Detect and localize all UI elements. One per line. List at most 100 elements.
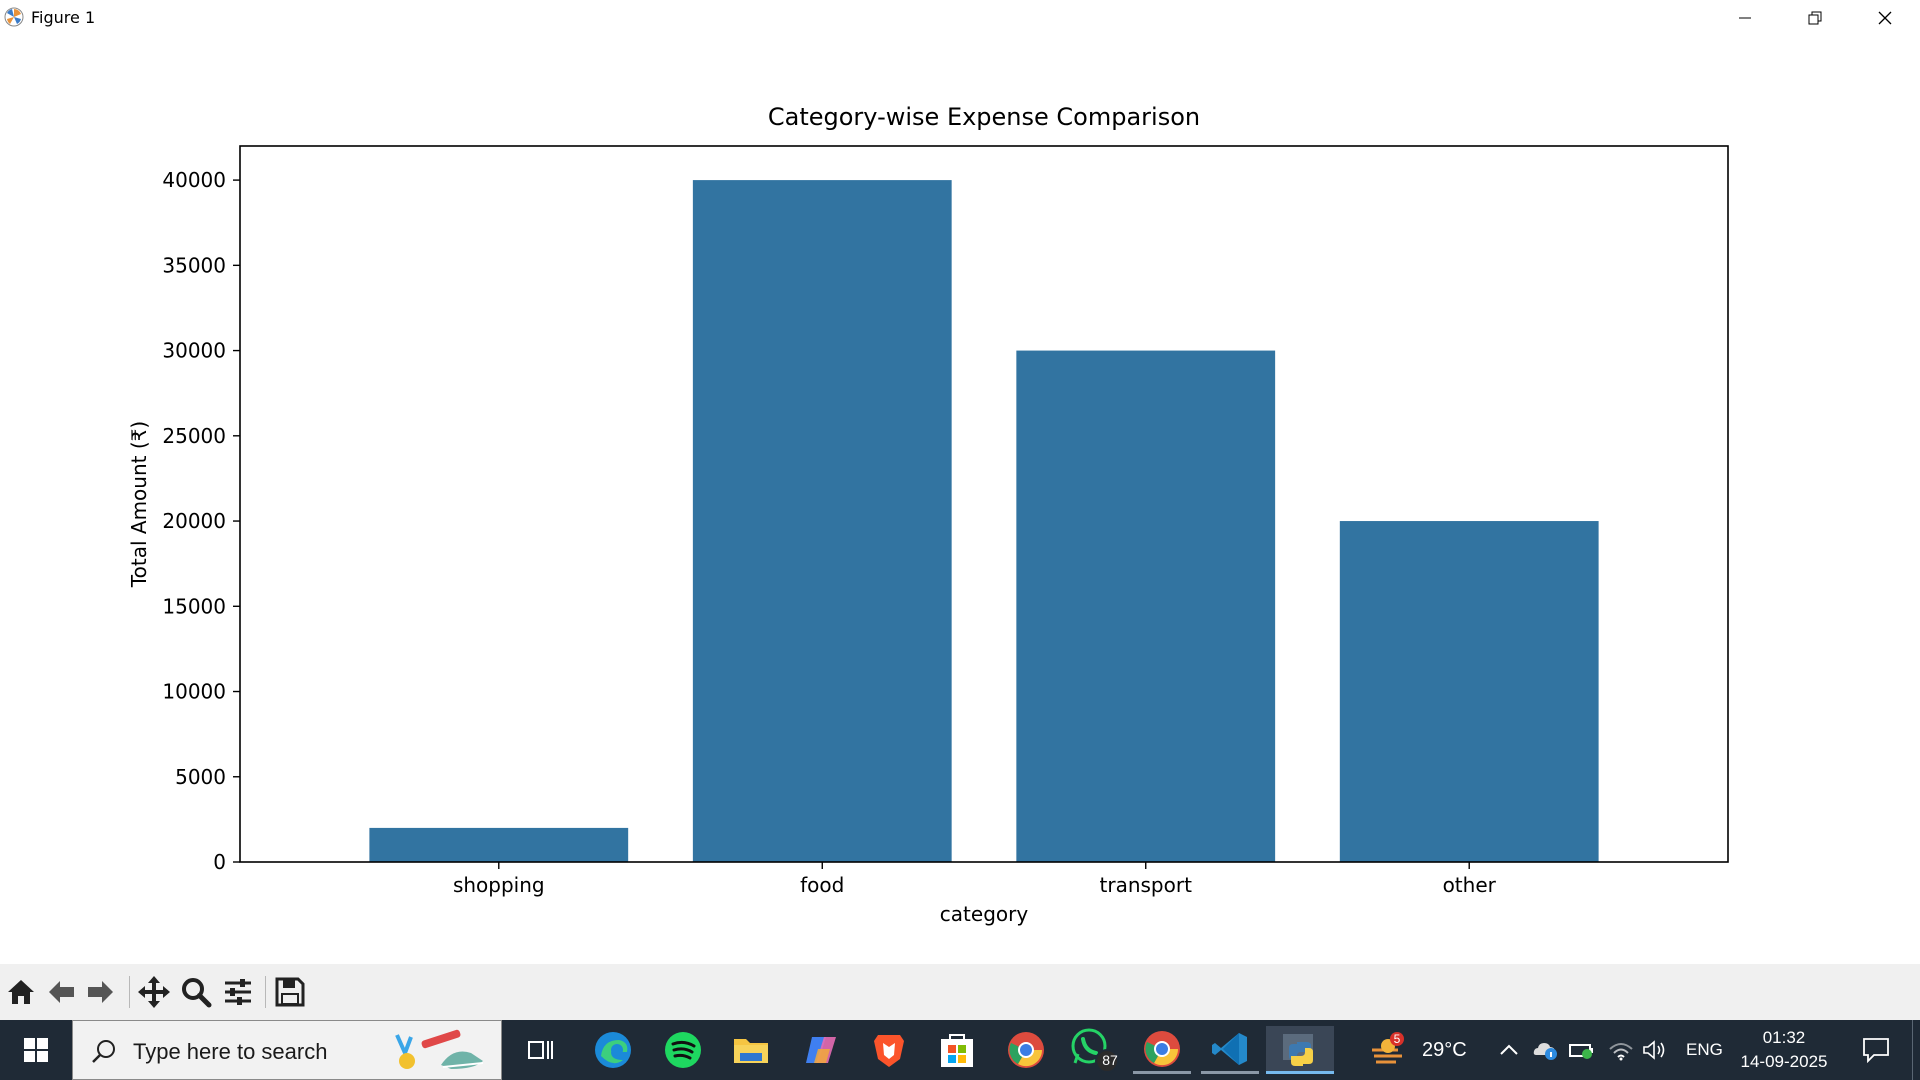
taskbar-microsoft-store[interactable] bbox=[928, 1026, 986, 1074]
search-highlight-icon bbox=[395, 1029, 484, 1069]
toolbar-separator bbox=[129, 976, 130, 1008]
taskbar-spotify[interactable] bbox=[654, 1026, 712, 1074]
chevron-up-icon bbox=[1500, 1044, 1518, 1055]
wifi-tray[interactable] bbox=[1608, 1020, 1634, 1080]
search-icon bbox=[92, 1040, 115, 1063]
bar-transport bbox=[1016, 350, 1276, 862]
spotify-icon bbox=[665, 1032, 701, 1068]
clock[interactable]: 01:32 14-09-2025 bbox=[1736, 1020, 1832, 1080]
store-icon bbox=[941, 1034, 973, 1067]
y-axis: 0 5000 10000 15000 20000 25000 30000 35000 40000 bbox=[162, 168, 240, 874]
restore-button[interactable] bbox=[1780, 0, 1850, 36]
volume-tray[interactable] bbox=[1642, 1020, 1668, 1080]
minimize-button[interactable] bbox=[1710, 0, 1780, 36]
windows-taskbar: Type here to search 87 bbox=[0, 1020, 1920, 1080]
python-icon bbox=[1283, 1033, 1313, 1066]
x-axis-label: category bbox=[940, 902, 1029, 926]
matplotlib-icon bbox=[4, 7, 24, 27]
forward-button[interactable] bbox=[83, 974, 119, 1010]
save-button[interactable] bbox=[272, 974, 308, 1010]
taskbar-python[interactable] bbox=[1266, 1026, 1334, 1074]
bar-shopping bbox=[369, 827, 629, 862]
task-view-icon bbox=[528, 1041, 553, 1059]
taskbar-vscode[interactable] bbox=[1201, 1026, 1259, 1074]
toolbar-separator bbox=[265, 976, 266, 1008]
y-tick-label: 35000 bbox=[162, 253, 226, 277]
clock-date: 14-09-2025 bbox=[1740, 1052, 1828, 1071]
back-icon bbox=[49, 981, 74, 1003]
show-desktop-strip[interactable] bbox=[1912, 1020, 1920, 1080]
window-title: Figure 1 bbox=[31, 8, 96, 27]
zoom-button[interactable] bbox=[178, 974, 214, 1010]
x-tick-label: shopping bbox=[453, 873, 545, 897]
taskbar-copilot[interactable] bbox=[792, 1026, 850, 1074]
y-tick-label: 15000 bbox=[162, 594, 226, 618]
configure-icon bbox=[225, 979, 251, 1005]
taskbar-edge[interactable] bbox=[584, 1026, 642, 1074]
pan-button[interactable] bbox=[136, 974, 172, 1010]
copilot-icon bbox=[806, 1037, 836, 1063]
close-button[interactable] bbox=[1850, 0, 1920, 36]
chrome-icon bbox=[1008, 1032, 1044, 1068]
onedrive-icon bbox=[1533, 1043, 1557, 1060]
save-icon bbox=[275, 977, 305, 1007]
edge-icon bbox=[595, 1032, 631, 1068]
home-icon bbox=[8, 980, 34, 1004]
bar-food bbox=[692, 180, 952, 863]
show-hidden-icons-button[interactable] bbox=[1498, 1020, 1520, 1080]
minimize-icon bbox=[1739, 17, 1751, 19]
chart-title: Category-wise Expense Comparison bbox=[768, 103, 1200, 131]
task-view-button[interactable] bbox=[511, 1026, 569, 1074]
search-box[interactable]: Type here to search bbox=[72, 1020, 502, 1080]
search-placeholder: Type here to search bbox=[133, 1039, 328, 1064]
weather-widget[interactable]: 5 29°C bbox=[1368, 1020, 1467, 1080]
notifications-button[interactable] bbox=[1854, 1020, 1898, 1080]
restore-icon bbox=[1808, 11, 1822, 25]
taskbar-chrome[interactable] bbox=[997, 1026, 1055, 1074]
vscode-icon bbox=[1212, 1032, 1247, 1065]
plot-frame bbox=[239, 145, 1729, 863]
close-icon bbox=[1878, 11, 1892, 25]
x-axis: shopping food transport other bbox=[453, 862, 1497, 897]
y-tick-label: 10000 bbox=[162, 680, 226, 704]
clock-time: 01:32 bbox=[1762, 1028, 1806, 1047]
back-button[interactable] bbox=[43, 974, 79, 1010]
zoom-icon bbox=[182, 978, 212, 1008]
volume-icon bbox=[1643, 1040, 1665, 1060]
whatsapp-icon bbox=[1071, 1028, 1119, 1073]
y-tick-label: 30000 bbox=[162, 339, 226, 363]
forward-icon bbox=[88, 981, 113, 1003]
y-tick-label: 20000 bbox=[162, 509, 226, 533]
x-tick-label: transport bbox=[1100, 873, 1193, 897]
whatsapp-badge: 87 bbox=[1102, 1052, 1118, 1068]
taskbar-chrome-2[interactable] bbox=[1133, 1026, 1191, 1074]
bar-other bbox=[1339, 521, 1599, 862]
taskbar-whatsapp[interactable]: 87 bbox=[1066, 1026, 1124, 1074]
onedrive-tray[interactable] bbox=[1532, 1020, 1558, 1080]
taskbar-brave[interactable] bbox=[860, 1026, 918, 1074]
figure-canvas: Category-wise Expense Comparison 0 5000 10… bbox=[0, 36, 1920, 964]
y-tick-label: 40000 bbox=[162, 168, 226, 192]
battery-tray[interactable] bbox=[1568, 1020, 1596, 1080]
start-button[interactable] bbox=[0, 1020, 72, 1080]
y-tick-label: 5000 bbox=[175, 765, 226, 789]
chrome-icon bbox=[1144, 1030, 1180, 1067]
language-indicator[interactable]: ENG bbox=[1686, 1020, 1723, 1080]
wifi-icon bbox=[1609, 1043, 1633, 1061]
bar-chart: Category-wise Expense Comparison 0 5000 10… bbox=[127, 103, 1729, 926]
weather-badge: 5 bbox=[1393, 1032, 1401, 1046]
x-tick-label: other bbox=[1443, 873, 1497, 897]
title-bar: Figure 1 bbox=[0, 0, 1920, 36]
x-tick-label: food bbox=[800, 873, 844, 897]
navigation-toolbar bbox=[0, 964, 1920, 1020]
temperature: 29°C bbox=[1422, 1038, 1467, 1061]
pan-icon bbox=[138, 976, 170, 1008]
home-button[interactable] bbox=[3, 974, 39, 1010]
weather-icon bbox=[1372, 1032, 1404, 1064]
battery-icon bbox=[1569, 1044, 1593, 1059]
brave-icon bbox=[874, 1035, 904, 1067]
taskbar-file-explorer[interactable] bbox=[722, 1026, 780, 1074]
notification-icon bbox=[1863, 1038, 1889, 1063]
configure-button[interactable] bbox=[220, 974, 256, 1010]
windows-icon bbox=[24, 1038, 48, 1062]
